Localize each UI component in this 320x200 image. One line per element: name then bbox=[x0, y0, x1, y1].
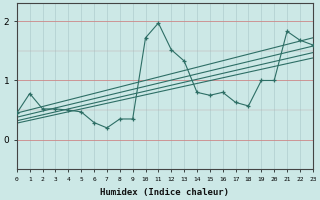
X-axis label: Humidex (Indice chaleur): Humidex (Indice chaleur) bbox=[100, 188, 229, 197]
